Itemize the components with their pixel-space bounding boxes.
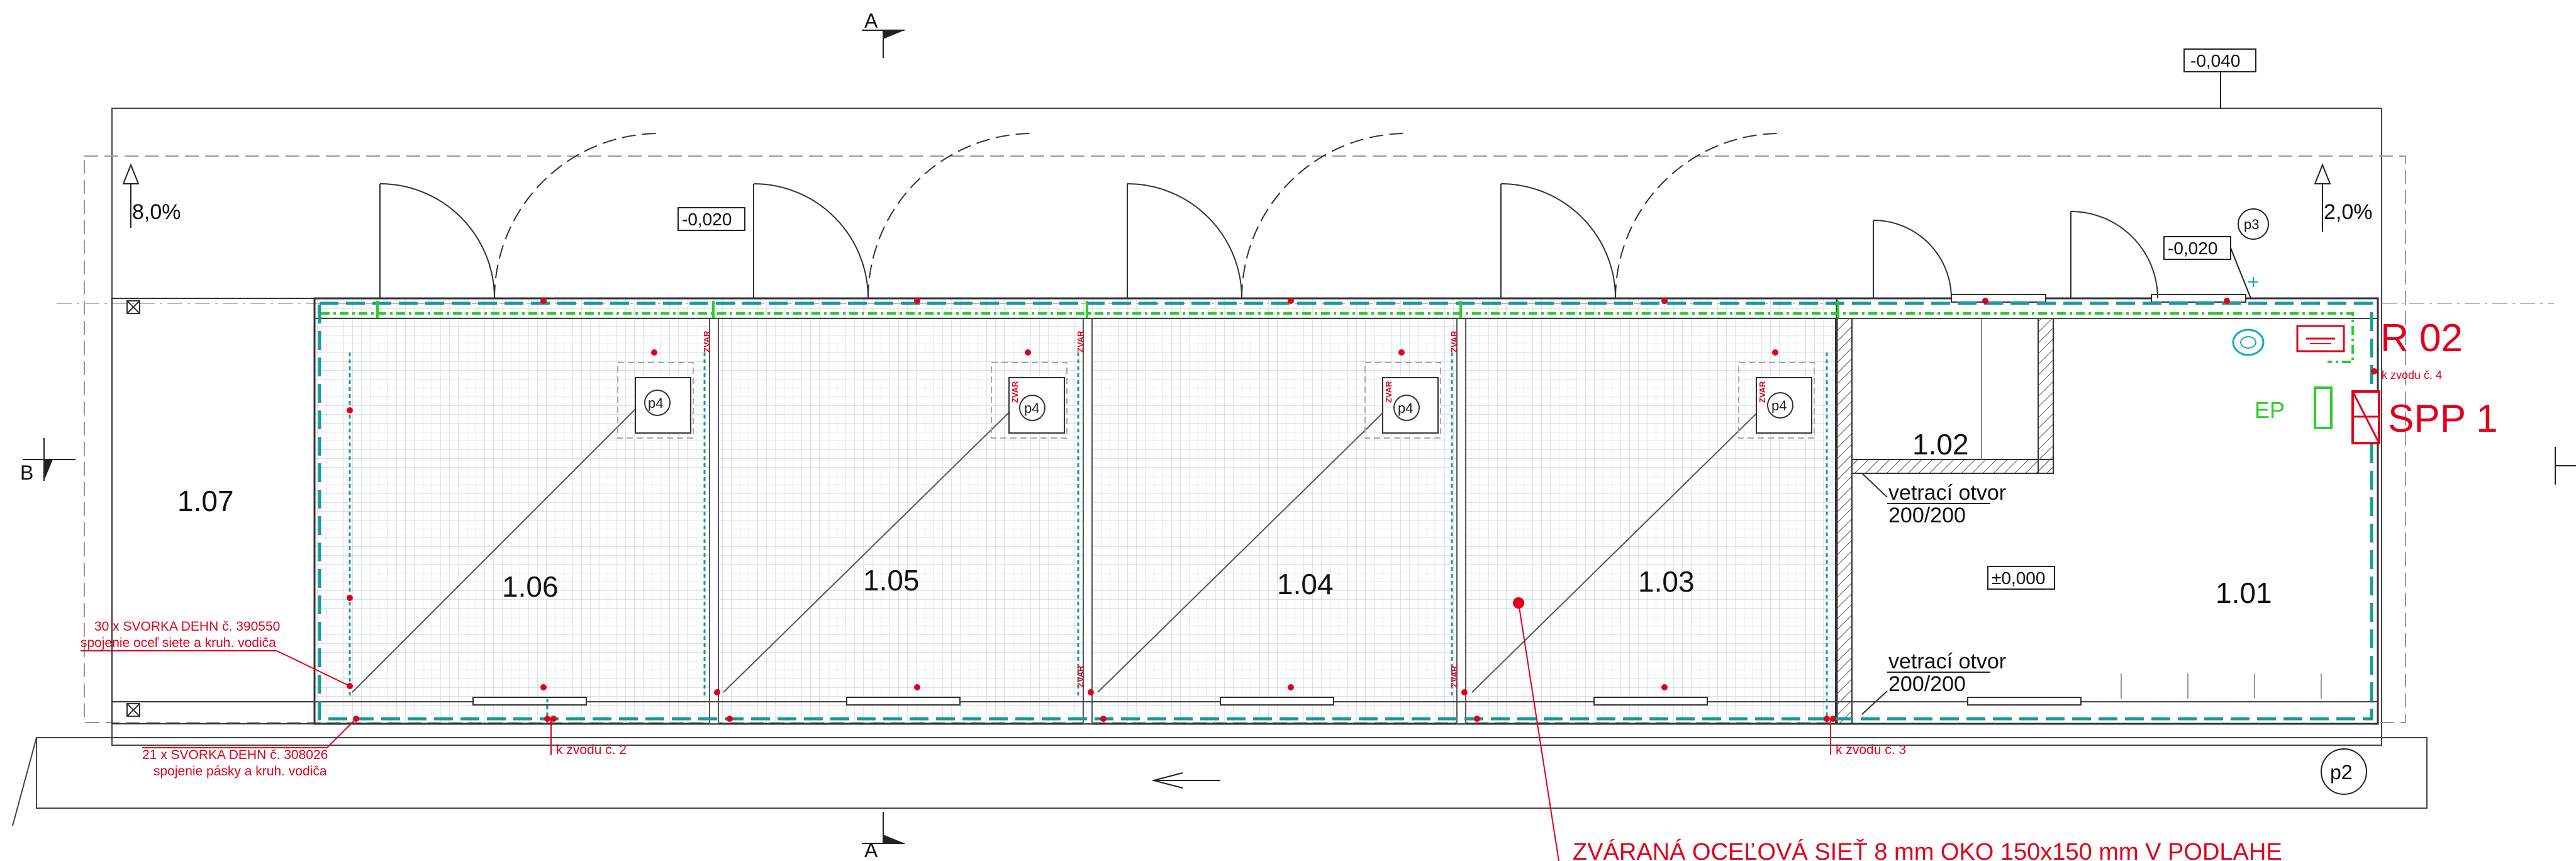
washbasin-icon [2232,329,2265,356]
distribution-board-r02-icon [2296,325,2345,352]
section-mark-a-bottom: A [862,812,905,861]
p4-label-3: p4 [1398,400,1413,416]
section-mark-b-left: B [20,438,75,484]
p4-label-1: p4 [648,395,663,411]
symbol-p3: p3 [2238,208,2269,287]
svg-text:-0,040: -0,040 [2190,51,2240,70]
equipotential-bar-ep-icon [2314,386,2333,429]
svg-text:spojenie oceľ siete a kruh. v: spojenie oceľ siete a kruh. vodiča [81,636,276,650]
room-1-07: 1.07 [177,485,234,517]
p4-label-4: p4 [1771,398,1787,414]
svg-text:k zvodu č. 2: k zvodu č. 2 [556,743,627,757]
label-ep: EP [2255,397,2285,423]
level-tag-floor: ±0,000 [1987,566,2055,590]
label-to-conductor-4: k zvodu č. 4 [2382,369,2442,381]
p4-label-2: p4 [1024,400,1039,416]
section-mark-b-right [2555,447,2576,485]
zvar-marker-1: ZVAR [702,330,711,352]
zvar-marker-8: ZVAR [1449,665,1459,687]
label-spp1: SPP 1 [2388,397,2498,441]
svg-text:30 x SVORKA DEHN č. 390550: 30 x SVORKA DEHN č. 390550 [94,619,280,634]
svg-text:k zvodu č. 3: k zvodu č. 3 [1836,743,1906,757]
note-to-conductor-2: k zvodu č. 2 [550,719,627,757]
svg-text:21 x SVORKA DEHN č. 308026: 21 x SVORKA DEHN č. 308026 [142,748,328,762]
note-clamps-390550: 30 x SVORKA DEHN č. 390550 spojenie oceľ… [81,619,350,687]
svg-text:p3: p3 [2244,217,2259,232]
svg-text:A: A [864,839,878,861]
label-r02: R 02 [2380,317,2463,360]
note-to-conductor-3: k zvodu č. 3 [1830,719,1906,757]
svg-text:-0,020: -0,020 [2168,239,2217,258]
svg-text:vetrací otvor: vetrací otvor [1888,481,2006,505]
section-mark-a-top: A [862,9,905,58]
slope-arrow-right: 2,0% [2314,163,2373,232]
level-tag-door: -0,020 [677,207,745,231]
zvar-marker-4: ZVAR [1010,381,1020,403]
svg-text:spojenie pásky a kruh. vodiča: spojenie pásky a kruh. vodiča [153,764,327,779]
note-clamps-308026: 21 x SVORKA DEHN č. 308026 spojenie pásk… [142,718,357,779]
room-1-05: 1.05 [863,564,920,597]
svg-text:±0,000: ±0,000 [1992,568,2045,588]
drain-gullies [617,362,1815,439]
symbol-p2: p2 [2321,748,2367,795]
zvar-marker-5: ZVAR [1384,381,1393,403]
zvar-marker-3: ZVAR [1449,330,1459,352]
svg-text:A: A [864,9,878,32]
svg-text:vetrací otvor: vetrací otvor [1888,650,2006,673]
svg-text:8,0%: 8,0% [132,200,181,224]
svg-text:-0,020: -0,020 [682,210,732,229]
direction-arrow [1152,772,1220,789]
svg-text:200/200: 200/200 [1888,504,1966,527]
vent-label-upper: vetrací otvor 200/200 [1887,481,2006,527]
svg-text:2,0%: 2,0% [2324,200,2373,224]
svg-text:p2: p2 [2330,761,2353,784]
level-tag-right-door: -0,020 [2163,236,2251,299]
room-1-02: 1.02 [1912,428,1969,461]
building-footprint [126,294,2379,725]
svg-text:ZVÁRANÁ OCEĽOVÁ SIEŤ 8 mm O: ZVÁRANÁ OCEĽOVÁ SIEŤ 8 mm OKO 150x150 mm… [1573,838,2282,861]
slope-arrow-left: 8,0% [122,163,181,228]
svg-text:200/200: 200/200 [1888,672,1966,696]
room-1-06: 1.06 [502,570,559,603]
surge-protection-spp1-icon [2351,390,2380,444]
note-welded-mesh: ZVÁRANÁ OCEĽOVÁ SIEŤ 8 mm OKO 150x150 mm… [1518,602,2282,861]
svg-text:B: B [20,461,33,484]
door-swings [379,133,2158,299]
zvar-marker-7: ZVAR [1076,665,1085,687]
zvar-marker-6: ZVAR [1758,381,1767,403]
room-1-01: 1.01 [2216,577,2272,609]
level-tag-top-right: -0,040 [2183,48,2256,108]
room-1-03: 1.03 [1638,565,1695,598]
zvar-marker-2: ZVAR [1076,330,1085,352]
room-1-04: 1.04 [1277,568,1334,600]
vent-label-lower: vetrací otvor 200/200 [1887,650,2006,696]
